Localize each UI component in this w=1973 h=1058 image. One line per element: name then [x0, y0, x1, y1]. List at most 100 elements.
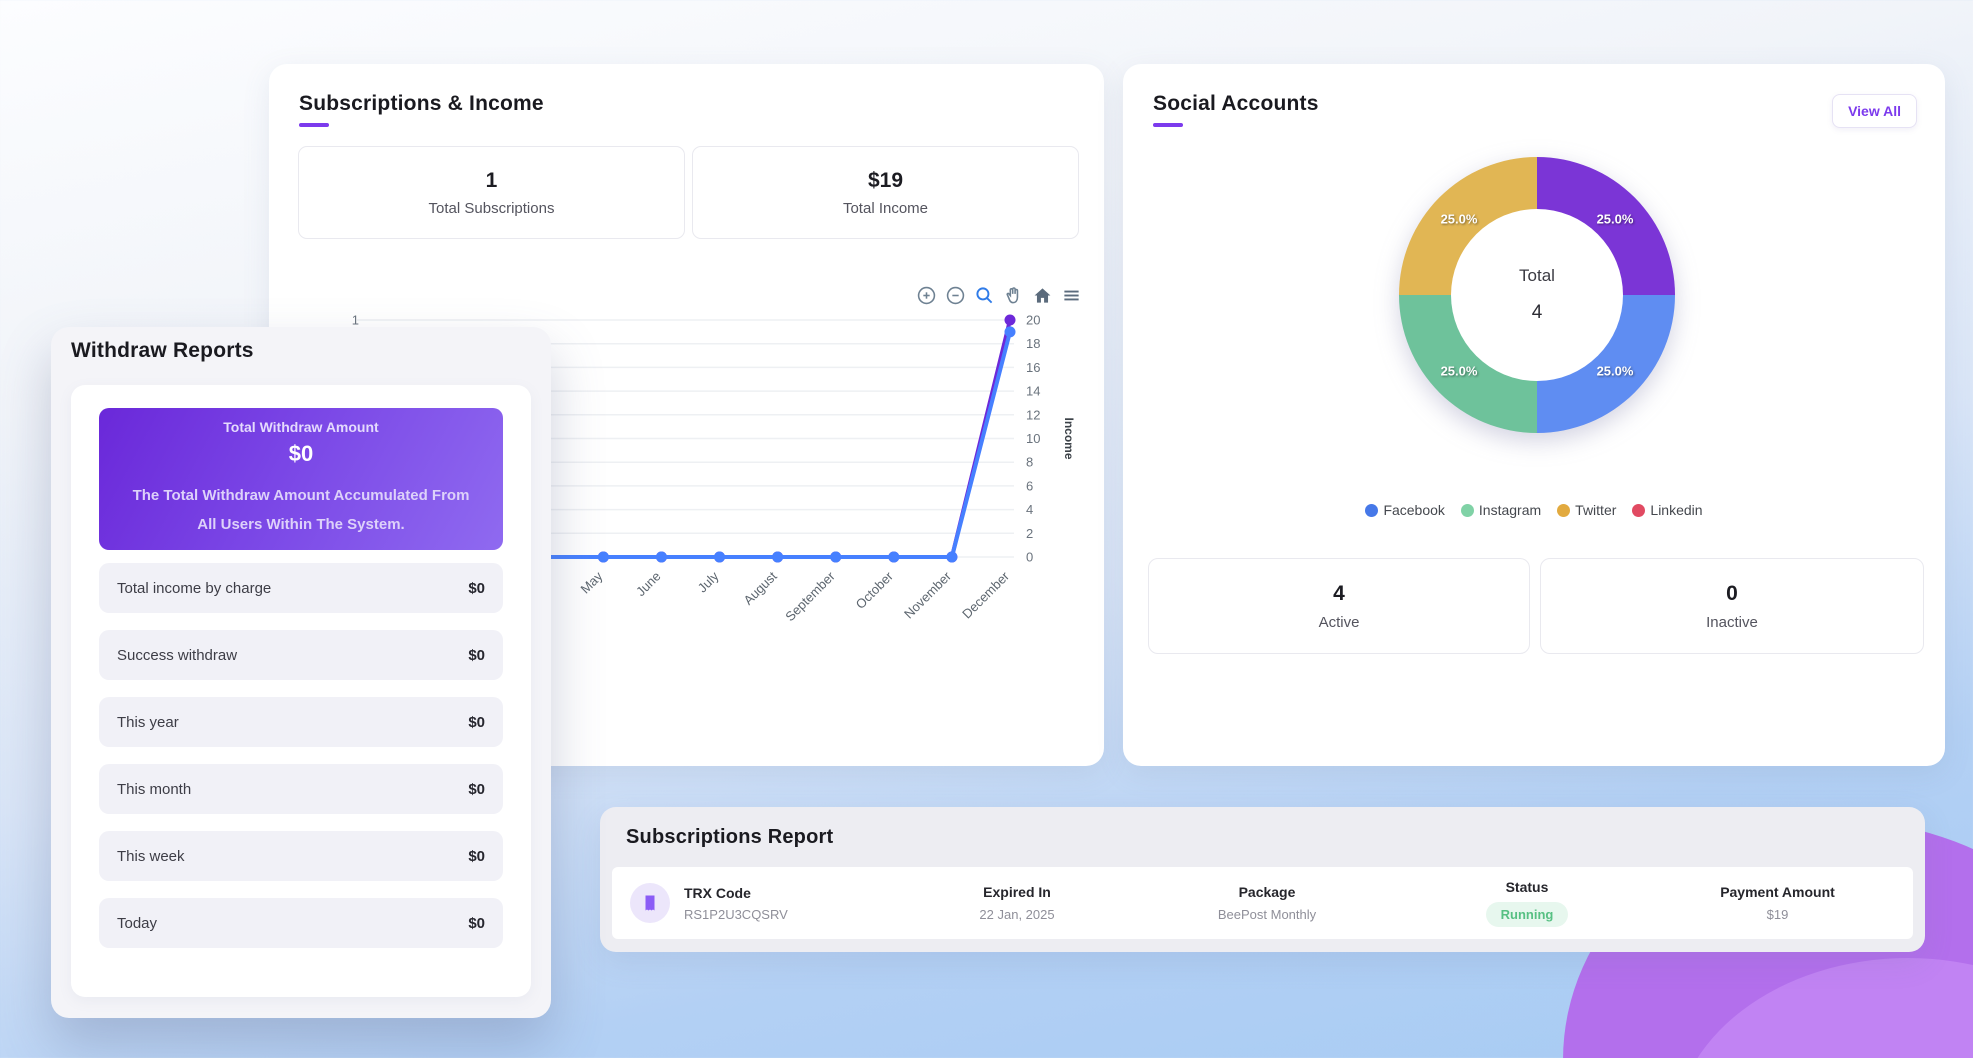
- slice-label-twitter: 25.0%: [1440, 363, 1478, 379]
- legend-item-instagram[interactable]: Instagram: [1460, 502, 1542, 518]
- menu-icon[interactable]: [1062, 286, 1081, 305]
- row-label: Today: [117, 914, 158, 932]
- selection-zoom-icon[interactable]: [975, 286, 994, 305]
- chart-toolbar: [917, 286, 1081, 305]
- slice-label-facebook: 25.0%: [1596, 211, 1634, 227]
- svg-text:Income: Income: [1062, 417, 1076, 459]
- withdraw-row-this-year: This year $0: [99, 697, 503, 747]
- slice-label-instagram: 25.0%: [1596, 363, 1634, 379]
- reset-zoom-home-icon[interactable]: [1033, 286, 1052, 305]
- total-withdraw-highlight: Total Withdraw Amount $0 The Total Withd…: [99, 408, 503, 550]
- donut-center-value: 4: [1531, 302, 1543, 323]
- status-header: Status: [1505, 879, 1549, 895]
- legend-item-twitter[interactable]: Twitter: [1557, 502, 1616, 518]
- payment-amount-header: Payment Amount: [1720, 884, 1835, 900]
- total-income-box: $19 Total Income: [692, 146, 1079, 239]
- row-value: $0: [468, 646, 485, 664]
- package-cell: Package BeePost Monthly: [1122, 884, 1412, 922]
- receipt-icon: [630, 883, 670, 923]
- subscriptions-report-title: Subscriptions Report: [626, 826, 834, 848]
- svg-text:August: August: [741, 568, 780, 607]
- row-value: $0: [468, 914, 485, 932]
- svg-text:20: 20: [1026, 313, 1040, 328]
- subscriptions-income-title: Subscriptions & Income: [299, 92, 544, 115]
- pan-icon[interactable]: [1004, 286, 1023, 305]
- total-income-value: $19: [867, 168, 904, 192]
- row-label: Success withdraw: [117, 646, 238, 664]
- legend-item-linkedin[interactable]: Linkedin: [1632, 502, 1703, 518]
- withdraw-reports-panel: Total Withdraw Amount $0 The Total Withd…: [71, 385, 531, 997]
- svg-text:December: December: [959, 568, 1012, 621]
- title-underline: [299, 123, 329, 127]
- zoom-in-icon[interactable]: [917, 286, 936, 305]
- row-label: Total income by charge: [117, 579, 272, 597]
- svg-text:16: 16: [1026, 360, 1040, 375]
- social-accounts-card: Social Accounts View All Total 4 25.0% 2…: [1123, 64, 1945, 766]
- zoom-out-icon[interactable]: [946, 286, 965, 305]
- withdraw-row-this-week: This week $0: [99, 831, 503, 881]
- expired-in-value: 22 Jan, 2025: [979, 907, 1055, 922]
- withdraw-row-success-withdraw: Success withdraw $0: [99, 630, 503, 680]
- instagram-legend-dot: [1460, 503, 1474, 517]
- svg-text:1: 1: [352, 313, 359, 328]
- slice-label-linkedin: 25.0%: [1440, 211, 1478, 227]
- svg-text:2: 2: [1026, 526, 1033, 541]
- svg-text:May: May: [578, 568, 606, 596]
- package-value: BeePost Monthly: [1217, 907, 1317, 922]
- svg-text:4: 4: [1026, 502, 1033, 517]
- trx-code-value: RS1P2U3CQSRV: [684, 906, 788, 922]
- linkedin-legend-label: Linkedin: [1650, 502, 1703, 518]
- trx-code-header: TRX Code: [684, 884, 751, 901]
- svg-text:8: 8: [1026, 455, 1033, 470]
- svg-text:September: September: [782, 568, 838, 624]
- total-withdraw-label: Total Withdraw Amount: [223, 418, 379, 435]
- legend-item-facebook[interactable]: Facebook: [1365, 502, 1445, 518]
- svg-text:18: 18: [1026, 336, 1040, 351]
- donut-center: Total 4: [1451, 209, 1623, 381]
- twitter-legend-dot: [1557, 503, 1571, 517]
- subscription-table-row: TRX Code RS1P2U3CQSRV Expired In 22 Jan,…: [612, 867, 1913, 939]
- status-badge: Running: [1485, 902, 1569, 927]
- inactive-accounts-label: Inactive: [1706, 613, 1758, 631]
- active-accounts-value: 4: [1333, 581, 1345, 605]
- withdraw-row-today: Today $0: [99, 898, 503, 948]
- row-label: This year: [117, 713, 179, 731]
- social-accounts-donut-chart[interactable]: Total 4 25.0% 25.0% 25.0% 25.0%: [1399, 157, 1675, 433]
- total-subscriptions-label: Total Subscriptions: [428, 199, 555, 217]
- svg-text:July: July: [695, 568, 722, 595]
- subscriptions-report-section: Subscriptions Report TRX Code RS1P2U3CQS…: [600, 807, 1925, 952]
- expired-in-header: Expired In: [983, 884, 1051, 900]
- withdraw-row-this-month: This month $0: [99, 764, 503, 814]
- svg-text:14: 14: [1026, 384, 1040, 399]
- row-value: $0: [468, 780, 485, 798]
- svg-text:10: 10: [1026, 431, 1040, 446]
- row-value: $0: [468, 579, 485, 597]
- facebook-legend-dot: [1365, 503, 1379, 517]
- withdraw-reports-card: Withdraw Reports Total Withdraw Amount $…: [51, 327, 551, 1018]
- total-withdraw-description: The Total Withdraw Amount Accumulated Fr…: [132, 486, 470, 533]
- total-subscriptions-box: 1 Total Subscriptions: [298, 146, 685, 239]
- active-accounts-label: Active: [1318, 613, 1360, 631]
- twitter-legend-label: Twitter: [1575, 502, 1617, 518]
- trx-code-cell: TRX Code RS1P2U3CQSRV: [612, 883, 912, 923]
- active-accounts-box: 4 Active: [1148, 558, 1530, 654]
- total-withdraw-value: $0: [288, 440, 314, 466]
- withdraw-row-total-income-by-charge: Total income by charge $0: [99, 563, 503, 613]
- svg-text:12: 12: [1026, 407, 1040, 422]
- inactive-accounts-box: 0 Inactive: [1540, 558, 1924, 654]
- svg-text:November: November: [901, 568, 954, 621]
- status-cell: Status Running: [1412, 879, 1642, 927]
- row-label: This month: [117, 780, 192, 798]
- svg-text:0: 0: [1026, 550, 1033, 565]
- expired-in-cell: Expired In 22 Jan, 2025: [912, 884, 1122, 922]
- linkedin-legend-dot: [1632, 503, 1646, 517]
- view-all-button[interactable]: View All: [1832, 94, 1917, 128]
- row-value: $0: [468, 713, 485, 731]
- svg-text:June: June: [633, 569, 664, 600]
- row-value: $0: [468, 847, 485, 865]
- total-subscriptions-value: 1: [485, 168, 498, 192]
- instagram-legend-label: Instagram: [1478, 502, 1542, 518]
- package-header: Package: [1238, 884, 1296, 900]
- title-underline: [1153, 123, 1183, 127]
